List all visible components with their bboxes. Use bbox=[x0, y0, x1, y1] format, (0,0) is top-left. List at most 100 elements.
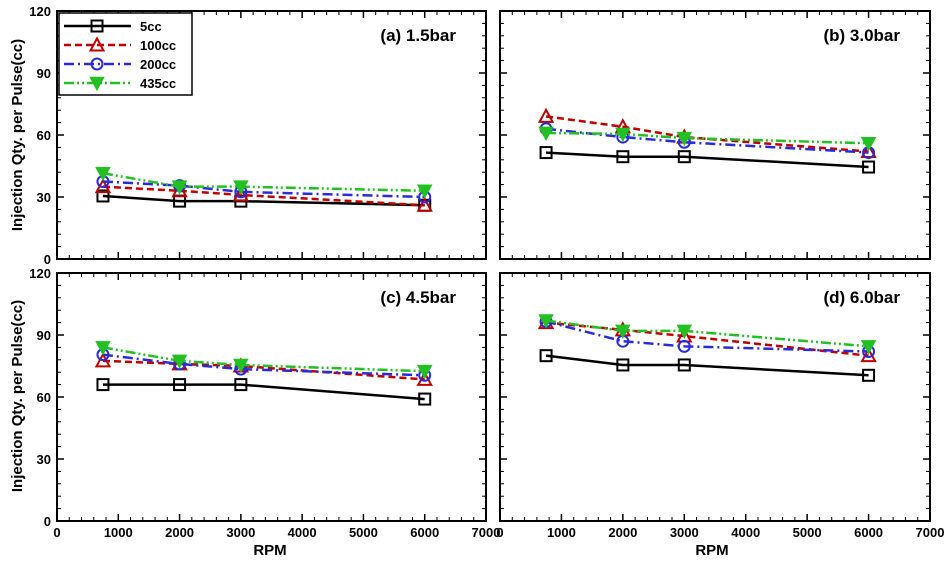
data-point-100cc bbox=[860, 142, 877, 159]
legend-marker-5cc bbox=[90, 19, 104, 33]
data-point-435cc bbox=[95, 166, 111, 182]
data-point-435cc bbox=[615, 127, 631, 143]
series-line-5cc bbox=[102, 383, 425, 401]
plot-frame bbox=[499, 272, 931, 522]
x-tick-label: 6000 bbox=[854, 525, 883, 540]
data-point-435cc bbox=[538, 126, 554, 142]
data-point-435cc bbox=[676, 324, 693, 339]
y-tick-label: 60 bbox=[37, 390, 51, 405]
data-point-5cc bbox=[616, 358, 630, 372]
x-tick-label: 6000 bbox=[410, 525, 439, 540]
series-line-435cc bbox=[546, 131, 869, 145]
series-line-435cc bbox=[102, 346, 425, 373]
data-point-5cc bbox=[539, 146, 553, 160]
x-tick-label: 1000 bbox=[547, 525, 576, 540]
series-line-200cc bbox=[545, 127, 869, 154]
panel-title: (c) 4.5bar bbox=[380, 288, 456, 307]
y-axis-title-bottom: Injection Qty. per Pulse(cc) bbox=[9, 300, 26, 492]
data-point-435cc bbox=[860, 137, 877, 152]
y-tick-label: 90 bbox=[37, 328, 51, 343]
series-line-5cc bbox=[545, 354, 869, 377]
data-point-5cc bbox=[862, 160, 876, 174]
x-tick-label: 2000 bbox=[165, 525, 194, 540]
legend-marker-100cc bbox=[88, 36, 106, 52]
data-point-100cc bbox=[537, 107, 555, 123]
y-axis-title-top: Injection Qty. per Pulse(cc) bbox=[9, 39, 26, 231]
data-point-5cc bbox=[539, 349, 553, 363]
data-point-100cc bbox=[94, 352, 112, 368]
y-tick-label: 60 bbox=[37, 128, 51, 143]
panel-title: (d) 6.0bar bbox=[823, 288, 900, 307]
y-tick-label: 30 bbox=[37, 452, 51, 467]
series-line-100cc bbox=[102, 359, 425, 381]
x-tick-label: 5000 bbox=[349, 525, 378, 540]
data-point-435cc bbox=[538, 314, 554, 329]
legend-label-100cc: 100cc bbox=[140, 38, 176, 53]
data-point-100cc bbox=[416, 196, 433, 212]
data-point-5cc bbox=[418, 392, 432, 406]
y-tick-label: 0 bbox=[44, 252, 51, 267]
panel-title: (a) 1.5bar bbox=[380, 26, 456, 45]
data-point-435cc bbox=[615, 324, 631, 339]
data-point-435cc bbox=[171, 180, 188, 195]
y-tick-label: 120 bbox=[29, 4, 51, 19]
series-line-5cc bbox=[102, 194, 425, 207]
data-point-5cc bbox=[677, 150, 691, 164]
panel-1: 0 30 60 90 120 (a) 1.5bar bbox=[29, 4, 487, 267]
data-point-435cc bbox=[416, 184, 433, 199]
panel-2: (b) 3.0bar bbox=[499, 10, 931, 260]
legend-label-435cc: 435cc bbox=[140, 76, 176, 91]
series-line-435cc bbox=[545, 319, 869, 348]
x-axis-title-left: RPM bbox=[253, 542, 286, 559]
y-tick-label: 120 bbox=[29, 266, 51, 281]
legend-marker-200cc bbox=[90, 57, 104, 71]
series-line-200cc bbox=[102, 353, 425, 377]
x-tick-label: 1000 bbox=[104, 525, 133, 540]
legend: 5cc 100cc 200cc 435cc bbox=[58, 12, 193, 96]
data-point-5cc bbox=[616, 150, 630, 164]
x-tick-label: 5000 bbox=[793, 525, 822, 540]
data-point-200cc bbox=[677, 339, 691, 353]
legend-marker-435cc bbox=[89, 76, 105, 92]
data-point-435cc bbox=[171, 354, 188, 369]
data-point-5cc bbox=[173, 378, 187, 392]
x-tick-label: 3000 bbox=[670, 525, 699, 540]
panel-4: 0 1000 2000 3000 4000 5000 6000 7000 (d) 6.0bar bbox=[496, 272, 945, 540]
data-point-100cc bbox=[232, 186, 250, 202]
data-point-435cc bbox=[860, 340, 877, 355]
data-point-5cc bbox=[862, 368, 876, 382]
x-tick-label: 4000 bbox=[731, 525, 760, 540]
chart-panels: 0 30 60 90 120 (a) 1.5bar (b) 3.0bar 0 30 60 90 120… bbox=[29, 4, 944, 540]
x-tick-label: 0 bbox=[496, 525, 503, 540]
y-tick-label: 30 bbox=[37, 190, 51, 205]
x-tick-label: 3000 bbox=[226, 525, 255, 540]
legend-label-5cc: 5cc bbox=[140, 19, 162, 34]
series-line-100cc bbox=[102, 185, 425, 207]
data-point-435cc bbox=[233, 358, 249, 374]
x-tick-label: 7000 bbox=[472, 525, 501, 540]
series-line-435cc bbox=[102, 172, 425, 193]
plot-frame bbox=[56, 272, 487, 522]
data-point-435cc bbox=[416, 364, 433, 380]
x-tick-label: 0 bbox=[53, 525, 60, 540]
series-line-100cc bbox=[545, 321, 869, 357]
series-line-100cc bbox=[545, 115, 869, 153]
data-point-5cc bbox=[96, 378, 110, 392]
panel-title: (b) 3.0bar bbox=[823, 26, 900, 45]
data-point-435cc bbox=[676, 131, 693, 147]
x-tick-label: 7000 bbox=[916, 525, 945, 540]
data-point-435cc bbox=[95, 341, 111, 356]
series-line-200cc bbox=[102, 180, 425, 199]
data-point-5cc bbox=[96, 189, 110, 203]
data-point-5cc bbox=[677, 358, 691, 372]
x-tick-label: 2000 bbox=[608, 525, 637, 540]
legend-label-200cc: 200cc bbox=[140, 57, 176, 72]
x-tick-label: 4000 bbox=[288, 525, 317, 540]
panel-3: 0 30 60 90 120 0 1000 2000 3000 4000 5000 6000 7000 (… bbox=[29, 266, 500, 540]
series-line-5cc bbox=[546, 151, 869, 169]
y-tick-label: 0 bbox=[44, 514, 51, 529]
plot-frame bbox=[499, 10, 931, 260]
x-axis-title-right: RPM bbox=[695, 542, 728, 559]
data-point-5cc bbox=[234, 378, 248, 392]
y-tick-label: 90 bbox=[37, 66, 51, 81]
